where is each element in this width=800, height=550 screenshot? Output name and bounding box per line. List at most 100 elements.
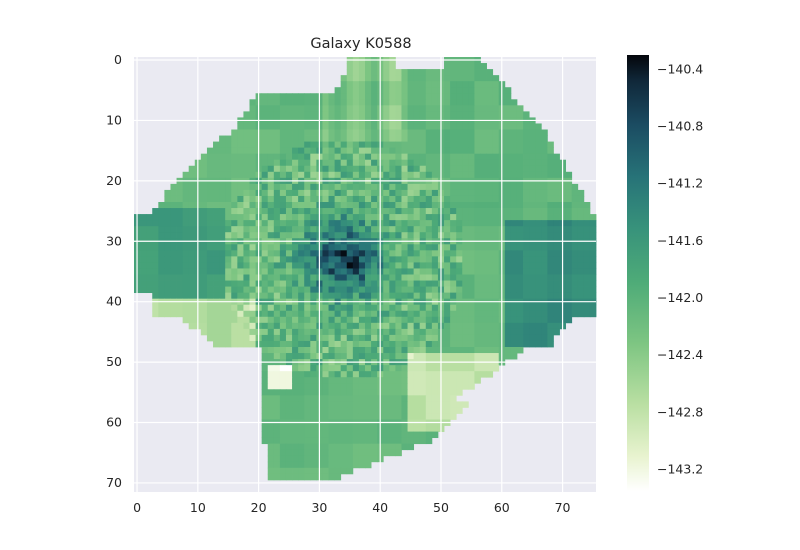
heatmap-cell — [170, 202, 177, 209]
heatmap-cell — [553, 232, 560, 239]
heatmap-cell — [510, 256, 518, 263]
heatmap-cell — [480, 105, 487, 112]
heatmap-cell — [304, 226, 311, 233]
heatmap-cell — [334, 244, 342, 251]
heatmap-cell — [200, 214, 208, 221]
heatmap-cell — [352, 449, 360, 457]
heatmap-cell — [444, 135, 451, 142]
heatmap-cell — [340, 202, 348, 209]
heatmap-cell — [213, 141, 220, 149]
heatmap-cell — [328, 220, 336, 227]
heatmap-cell — [383, 316, 390, 324]
heatmap-cell — [249, 99, 256, 106]
heatmap-cell — [450, 365, 457, 372]
heatmap-cell — [535, 153, 542, 161]
heatmap-cell — [346, 395, 354, 402]
heatmap-cell — [182, 256, 190, 263]
heatmap-cell — [462, 401, 469, 408]
heatmap-cell — [146, 214, 153, 221]
heatmap-cell — [395, 286, 402, 294]
heatmap-cell — [249, 147, 256, 155]
heatmap-cell — [206, 220, 214, 227]
heatmap-cell — [267, 220, 275, 227]
heatmap-cell — [334, 455, 342, 463]
heatmap-cell — [267, 165, 275, 173]
heatmap-cell — [504, 165, 512, 173]
heatmap-cell — [298, 353, 305, 360]
heatmap-cell — [292, 274, 299, 281]
heatmap-cell — [492, 75, 500, 82]
heatmap-cell — [510, 310, 518, 318]
heatmap-cell — [480, 153, 487, 161]
heatmap-cell — [577, 310, 585, 318]
heatmap-cell — [304, 407, 311, 414]
heatmap-cell — [267, 250, 275, 257]
heatmap-cell — [237, 250, 244, 257]
heatmap-cell — [480, 371, 487, 378]
heatmap-cell — [371, 220, 378, 227]
heatmap-cell — [213, 316, 220, 324]
heatmap-cell — [304, 437, 311, 445]
heatmap-cell — [304, 195, 311, 203]
heatmap-cell — [480, 274, 487, 281]
heatmap-cell — [510, 129, 518, 136]
heatmap-cell — [219, 208, 226, 215]
heatmap-cell — [516, 220, 524, 227]
heatmap-cell — [285, 183, 293, 191]
heatmap-cell — [413, 195, 421, 203]
heatmap-cell — [553, 189, 560, 197]
heatmap-cell — [346, 268, 354, 275]
heatmap-cell — [322, 262, 329, 269]
heatmap-cell — [310, 171, 317, 179]
heatmap-cell — [261, 93, 269, 100]
heatmap-cell — [407, 280, 415, 287]
heatmap-cell — [358, 328, 366, 336]
heatmap-cell — [225, 171, 232, 179]
heatmap-cell — [298, 250, 305, 257]
heatmap-cell — [273, 310, 281, 318]
heatmap-cell — [516, 340, 524, 348]
heatmap-cell — [352, 316, 360, 324]
heatmap-cell — [529, 250, 536, 257]
heatmap-cell — [541, 129, 548, 136]
heatmap-cell — [328, 316, 336, 324]
heatmap-cell — [273, 93, 281, 100]
heatmap-cell — [583, 244, 591, 251]
heatmap-cell — [188, 274, 196, 281]
heatmap-cell — [371, 159, 378, 167]
heatmap-cell — [407, 340, 415, 348]
heatmap-cell — [401, 431, 408, 439]
heatmap-cell — [340, 75, 348, 82]
heatmap-cell — [419, 165, 427, 173]
heatmap-cell — [401, 226, 408, 233]
heatmap-cell — [474, 316, 481, 324]
heatmap-cell — [468, 135, 475, 142]
heatmap-cell — [425, 189, 433, 197]
heatmap-cell — [462, 135, 469, 142]
heatmap-cell — [213, 292, 220, 300]
heatmap-cell — [431, 389, 439, 396]
heatmap-cell — [285, 413, 293, 420]
heatmap-cell — [304, 449, 311, 457]
heatmap-cell — [219, 244, 226, 251]
heatmap-cell — [371, 75, 378, 82]
heatmap-cell — [358, 105, 366, 112]
heatmap-cell — [249, 105, 256, 112]
heatmap-cell — [298, 340, 305, 348]
y-tick-label: 10 — [106, 112, 122, 127]
heatmap-cell — [450, 250, 457, 257]
heatmap-cell — [577, 268, 585, 275]
heatmap-cell — [365, 244, 372, 251]
heatmap-cell — [419, 75, 427, 82]
heatmap-cell — [450, 69, 457, 76]
heatmap-cell — [328, 377, 336, 384]
heatmap-cell — [152, 250, 159, 257]
heatmap-cell — [322, 328, 329, 336]
heatmap-cell — [164, 220, 171, 227]
heatmap-cell — [450, 208, 457, 215]
heatmap-cell — [486, 189, 494, 197]
heatmap-cell — [261, 316, 269, 324]
heatmap-cell — [188, 244, 196, 251]
heatmap-cell — [541, 195, 548, 203]
heatmap-cell — [456, 202, 463, 209]
